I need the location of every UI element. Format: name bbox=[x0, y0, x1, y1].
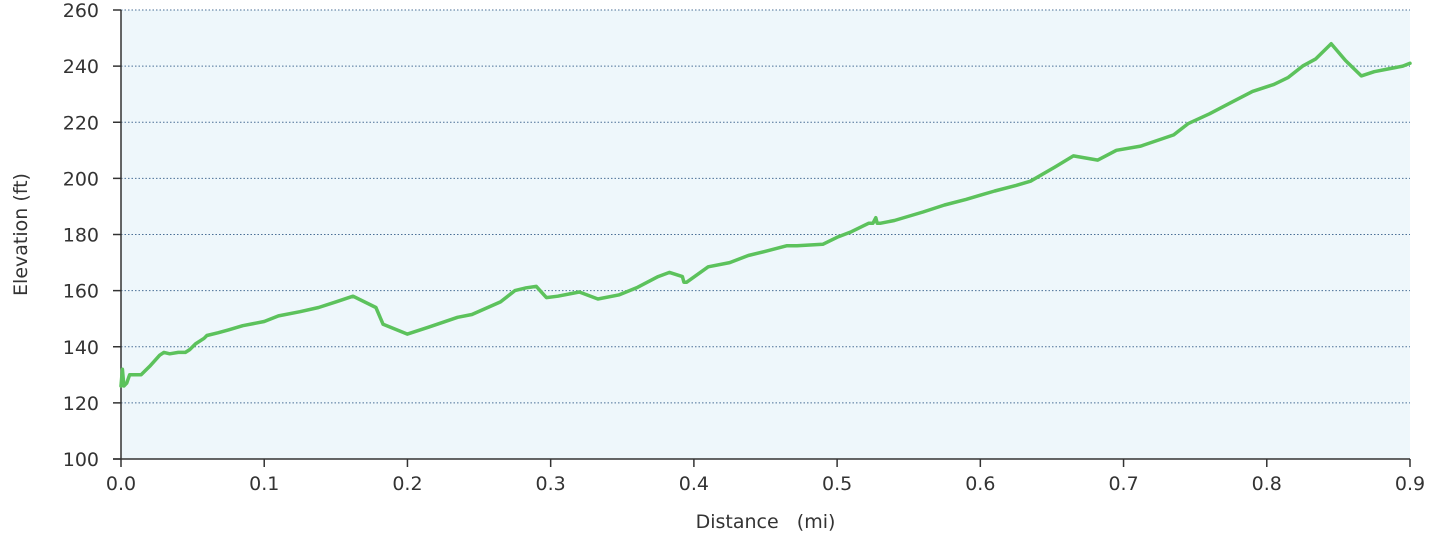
y-tick-label-160: 160 bbox=[63, 281, 99, 303]
gridlines bbox=[121, 9, 1410, 404]
y-tick-label-140: 140 bbox=[63, 337, 99, 359]
x-tick-label-0.6: 0.6 bbox=[965, 473, 995, 495]
x-tick-labels: 0.0 0.1 0.2 0.3 0.4 0.5 0.6 0.7 0.8 0.9 bbox=[106, 473, 1425, 495]
y-tick-label-220: 220 bbox=[63, 112, 99, 134]
x-tick-label-0.2: 0.2 bbox=[392, 473, 422, 495]
x-tick-label-0.1: 0.1 bbox=[249, 473, 279, 495]
y-tick-label-200: 200 bbox=[63, 168, 99, 190]
x-tick-label-0.7: 0.7 bbox=[1108, 473, 1138, 495]
x-tick-label-0.5: 0.5 bbox=[822, 473, 852, 495]
y-axis-title: Elevation (ft) bbox=[10, 173, 32, 296]
y-tick-label-240: 240 bbox=[63, 56, 99, 78]
y-tick-label-180: 180 bbox=[63, 225, 99, 247]
y-tick-label-100: 100 bbox=[63, 449, 99, 471]
x-axis-title: Distance (mi) bbox=[696, 511, 836, 533]
series-group bbox=[119, 41, 1412, 388]
x-tick-label-0.9: 0.9 bbox=[1395, 473, 1425, 495]
elevation-series-line-0 bbox=[119, 41, 1412, 388]
y-tick-labels: 100 120 140 160 180 200 220 240 260 bbox=[63, 0, 99, 471]
x-tick-label-0.3: 0.3 bbox=[536, 473, 566, 495]
x-tick-label-0.0: 0.0 bbox=[106, 473, 136, 495]
y-tick-label-260: 260 bbox=[63, 0, 99, 22]
x-tick-label-0.4: 0.4 bbox=[679, 473, 709, 495]
y-tick-label-120: 120 bbox=[63, 393, 99, 415]
x-tick-label-0.8: 0.8 bbox=[1252, 473, 1282, 495]
